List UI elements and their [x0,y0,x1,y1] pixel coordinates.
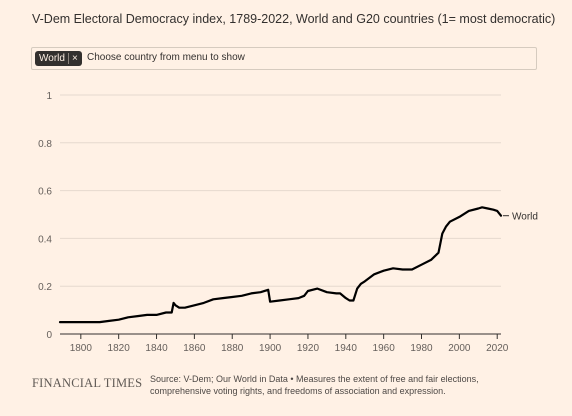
x-tick-label: 1800 [70,343,93,354]
ft-logo: FINANCIAL TIMES [32,376,143,390]
close-icon[interactable]: × [71,53,78,64]
x-axis: 1800 1820 1840 1860 1880 1900 1920 1940 1960 1980… [60,333,509,354]
x-tick-label: 1820 [108,343,131,354]
x-tick-label: 1840 [145,343,168,354]
x-tick-label: 1960 [373,343,396,354]
x-tick-label: 1900 [259,343,282,354]
country-selector-placeholder[interactable]: Choose country from menu to show [87,52,245,63]
y-axis-ticks: 0 0.2 0.4 0.6 0.8 1 [38,91,52,341]
y-tick-label: 0.4 [38,234,52,245]
country-selector[interactable]: World × Choose country from menu to show [31,47,537,70]
y-tick-label: 0.2 [38,282,52,293]
chart-gridlines [60,94,501,287]
series-label: World [512,212,538,223]
x-tick-label: 1940 [335,343,358,354]
y-tick-label: 1 [46,91,52,102]
source-note: Source: V-Dem; Our World in Data • Measu… [150,374,479,396]
y-tick-label: 0 [46,330,52,341]
country-chip-world[interactable]: World × [35,51,82,66]
y-tick-label: 0.8 [38,139,52,150]
country-chip-label: World [39,53,65,64]
chip-divider [67,53,69,64]
series-line-world [58,206,503,324]
x-tick-label: 1920 [297,343,320,354]
chart-series: World [58,206,538,324]
x-tick-label: 1860 [183,343,206,354]
chart-title: V-Dem Electoral Democracy index, 1789-20… [32,12,556,26]
x-tick-label: 2020 [486,343,509,354]
x-tick-label: 1880 [221,343,244,354]
x-tick-label: 2000 [448,343,471,354]
x-tick-label: 1980 [410,343,433,354]
y-tick-label: 0.6 [38,187,52,198]
